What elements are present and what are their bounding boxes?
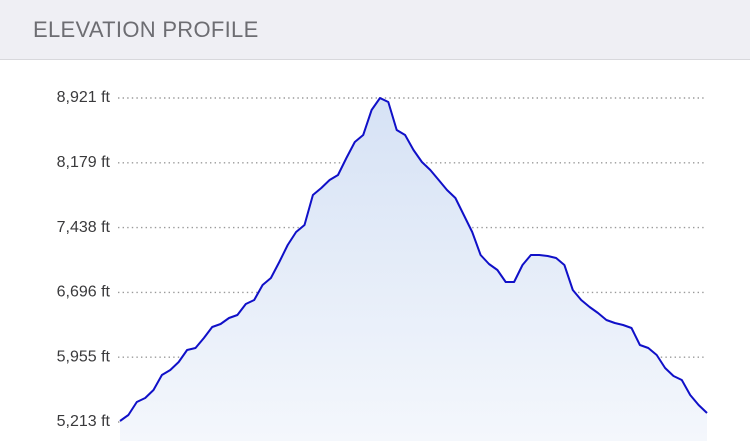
header-title: ELEVATION PROFILE	[33, 17, 259, 42]
y-tick-label: 8,921 ft	[57, 89, 111, 106]
y-tick-label: 5,955 ft	[57, 348, 111, 365]
y-tick-label: 6,696 ft	[57, 284, 111, 301]
y-tick-label: 5,213 ft	[57, 413, 111, 430]
area-fill	[120, 98, 707, 441]
y-tick-label: 7,438 ft	[57, 219, 111, 236]
y-tick-label: 8,179 ft	[57, 154, 111, 171]
elevation-line	[119, 97, 708, 422]
header: ELEVATION PROFILE	[0, 0, 750, 60]
